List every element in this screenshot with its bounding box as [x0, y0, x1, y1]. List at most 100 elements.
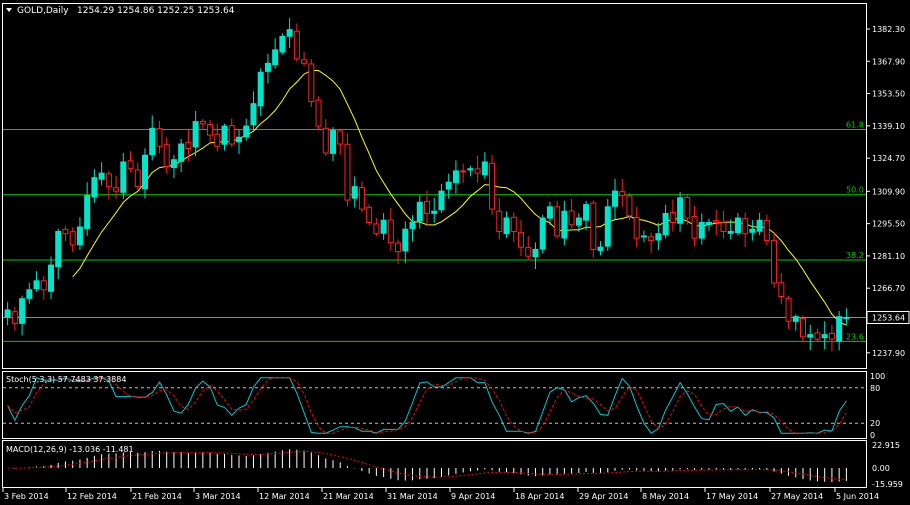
- candle-body: [395, 242, 402, 253]
- candle-body: [749, 228, 756, 233]
- candle-body: [424, 200, 430, 215]
- candle-body: [706, 221, 712, 225]
- candle-body: [228, 125, 235, 145]
- candle-body: [828, 332, 835, 340]
- candle-body: [691, 216, 698, 239]
- candle-body: [264, 62, 271, 72]
- x-tick-label: 12 Mar 2014: [259, 492, 310, 501]
- candle-body: [113, 187, 120, 192]
- candle-body: [583, 204, 590, 221]
- fib-label-50.0: 50.0: [846, 186, 864, 195]
- candle-body: [742, 218, 749, 235]
- candle-body: [807, 334, 814, 338]
- candle-body: [19, 298, 26, 324]
- candle-body: [836, 316, 843, 342]
- macd-panel-frame: [2, 440, 867, 488]
- candle-body: [156, 128, 163, 147]
- candle-body: [525, 247, 532, 257]
- candle-body: [532, 248, 539, 258]
- candle-body: [843, 316, 850, 320]
- y-tick-label: 1382.30: [872, 25, 905, 34]
- x-tick-label: 3 Feb 2014: [4, 492, 49, 501]
- candle-body: [315, 99, 322, 127]
- stoch-signal-line: [7, 377, 847, 434]
- candle-body: [640, 235, 647, 238]
- macd-tick-label: -15.959: [872, 480, 903, 489]
- candlesticks[interactable]: [4, 18, 850, 352]
- candle-body: [48, 264, 54, 292]
- price-axis: 1382.30 1367.90 1353.50 1339.10 1324.70 1309.…: [866, 25, 910, 358]
- candle-body: [467, 168, 474, 171]
- candle-body: [257, 71, 264, 107]
- candle-body: [373, 223, 380, 235]
- macd-tick-label: 0.00: [872, 464, 890, 473]
- candle-body: [26, 289, 33, 299]
- y-tick-label: 1353.50: [872, 90, 905, 99]
- candle-body: [684, 197, 691, 219]
- candle-body: [539, 217, 546, 250]
- fib-label-61.8: 61.8: [846, 120, 864, 129]
- candle-body: [192, 121, 199, 148]
- x-tick-label: 31 Mar 2014: [387, 492, 438, 501]
- candle-body: [127, 160, 134, 170]
- candle-body: [142, 154, 148, 190]
- x-tick-label: 21 Mar 2014: [323, 492, 374, 501]
- y-tick-label: 1309.90: [872, 187, 905, 196]
- stoch-label: Stoch(5,3,3) 57.7483 37.3884: [6, 375, 126, 384]
- candle-body: [756, 219, 763, 232]
- candle-body: [518, 231, 524, 248]
- macd-tick-label: 22.915: [872, 441, 900, 450]
- candle-body: [62, 228, 69, 235]
- candle-body: [199, 120, 206, 125]
- candle-body: [308, 63, 315, 102]
- x-tick-label: 27 May 2014: [771, 492, 823, 501]
- stoch-tick-label: 0: [870, 431, 875, 440]
- x-tick-label: 5 Jun 2014: [836, 492, 879, 501]
- x-tick-label: 9 Apr 2014: [451, 492, 495, 501]
- y-tick-label: 1295.50: [872, 220, 905, 229]
- candle-body: [178, 143, 185, 162]
- candle-body: [496, 210, 503, 232]
- candle-body: [452, 170, 459, 184]
- candle-body: [575, 217, 582, 226]
- candle-body: [785, 297, 792, 322]
- candle-body: [134, 169, 141, 188]
- x-tick-label: 8 May 2014: [642, 492, 689, 501]
- candle-body: [720, 222, 727, 232]
- candle-body: [561, 210, 568, 239]
- candle-body: [163, 144, 170, 167]
- x-tick-label: 29 Apr 2014: [579, 492, 628, 501]
- x-tick-label: 18 Apr 2014: [515, 492, 564, 501]
- candle-body: [221, 125, 228, 145]
- candle-body: [648, 236, 655, 241]
- candle-body: [69, 231, 76, 246]
- candle-body: [91, 177, 98, 198]
- candle-body: [445, 181, 452, 190]
- candle-body: [489, 162, 496, 210]
- candle-body: [286, 29, 293, 37]
- candle-body: [84, 195, 91, 229]
- y-tick-label: 1281.10: [872, 252, 905, 261]
- candle-body: [351, 186, 358, 199]
- candle-body: [236, 136, 242, 143]
- candle-body: [662, 213, 669, 236]
- candle-body: [481, 161, 488, 176]
- candle-body: [814, 332, 821, 340]
- fib-label-23.6: 23.6: [846, 332, 864, 341]
- candle-body: [409, 221, 416, 229]
- stoch-tick-label: 20: [870, 419, 880, 428]
- candle-body: [170, 159, 177, 168]
- y-tick-label: 1253.64: [872, 313, 905, 322]
- candle-body: [800, 317, 806, 338]
- candle-body: [763, 219, 770, 241]
- candle-body: [33, 280, 40, 290]
- time-axis: 3 Feb 2014 12 Feb 2014 21 Feb 2014 3 Mar 20…: [2, 488, 879, 501]
- candle-body: [669, 212, 676, 223]
- moving-average-line: [72, 70, 847, 326]
- candle-body: [734, 217, 741, 234]
- menu-triangle-icon[interactable]: [6, 8, 12, 12]
- stoch-tick-label: 100: [870, 372, 885, 381]
- candle-body: [503, 217, 510, 235]
- stochastic-indicator: 100 80 20 0: [3, 372, 885, 440]
- candle-body: [402, 228, 409, 252]
